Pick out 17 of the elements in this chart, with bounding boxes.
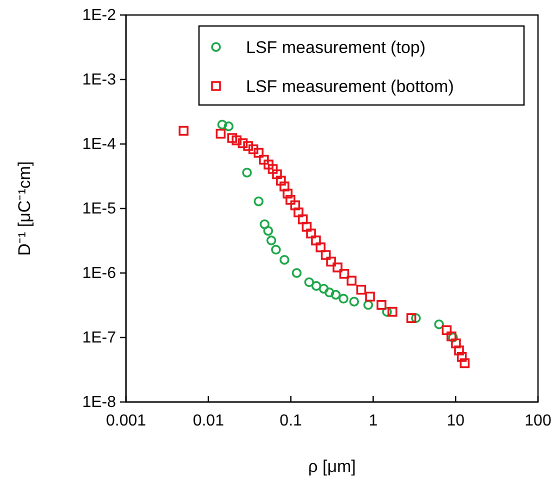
x-axis-title: ρ [μm]: [308, 457, 356, 476]
x-tick-label: 0.01: [192, 412, 224, 430]
y-tick-label: 1E-8: [82, 394, 116, 412]
y-tick-label: 1E-5: [82, 200, 116, 218]
y-tick-label: 1E-4: [82, 136, 116, 154]
legend-label: LSF measurement (top): [246, 38, 426, 57]
y-tick-label: 1E-6: [82, 265, 116, 282]
x-tick-label: 0.1: [280, 412, 302, 430]
x-tick-label: 1: [368, 412, 378, 430]
legend-label: LSF measurement (bottom): [246, 77, 454, 96]
x-tick-label: 0.001: [106, 412, 146, 430]
y-tick-label: 1E-3: [82, 72, 116, 89]
x-tick-label: 10: [446, 412, 465, 430]
y-axis-title: D⁻¹ [μC⁻¹cm]: [15, 161, 34, 256]
y-tick-label: 1E-2: [82, 7, 116, 24]
y-tick-label: 1E-7: [82, 330, 116, 347]
x-tick-label: 100: [524, 412, 552, 430]
